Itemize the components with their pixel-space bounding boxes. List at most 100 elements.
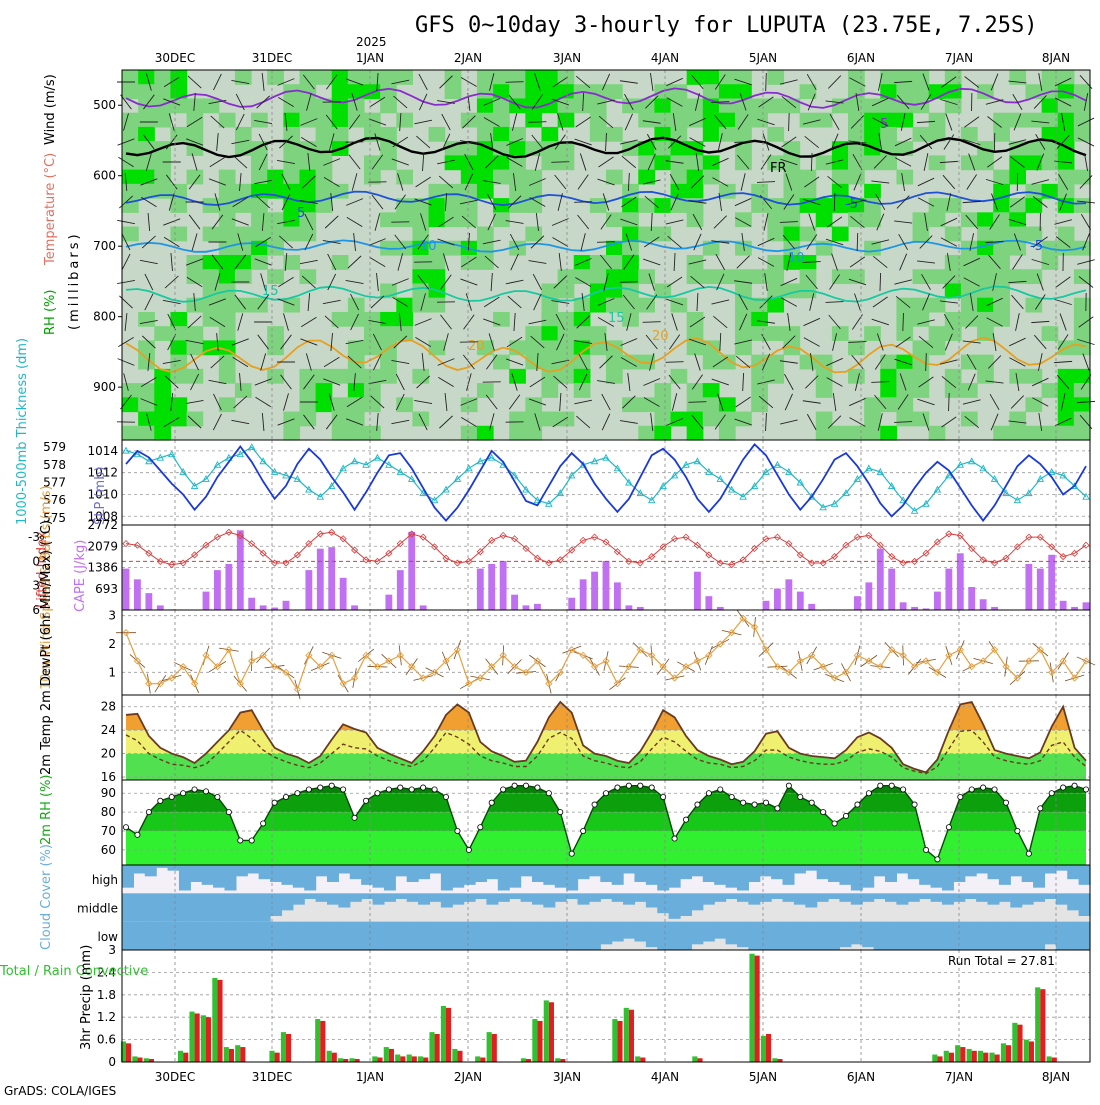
cloud-cell-middle	[578, 893, 590, 904]
precip-tick-0: 0	[108, 1055, 116, 1069]
cloud-cell-high	[657, 865, 669, 891]
cloud-cell-low	[224, 922, 236, 950]
cloud-cell-low	[680, 922, 692, 950]
rh-cell	[154, 326, 171, 341]
cloud-cell-middle	[988, 893, 1000, 904]
rh-cell	[880, 355, 897, 370]
rh-cell	[719, 98, 736, 113]
rh2m-point	[283, 794, 288, 799]
cape-bar	[397, 570, 404, 610]
rh2m-point	[901, 787, 906, 792]
cloud-cell-low	[304, 922, 316, 950]
cloud-cell-low	[828, 922, 840, 950]
rh-cell	[138, 312, 155, 327]
rh-cell	[138, 113, 155, 128]
cloud-cell-middle	[942, 893, 954, 904]
cloud-cell-high	[566, 865, 578, 891]
rh-cell	[800, 113, 817, 128]
rh-cell	[187, 255, 204, 270]
cloud-cell-low	[988, 922, 1000, 950]
cloud-cell-high	[452, 865, 464, 888]
cloud-cell-middle	[691, 893, 703, 910]
rh-cell	[977, 241, 994, 256]
cloud-cell-middle	[373, 893, 385, 904]
precip-total-bar	[532, 1019, 537, 1062]
cloud-cell-low	[1067, 922, 1079, 950]
rh-cell	[541, 355, 558, 370]
bottom-day-label-9: 8JAN	[1042, 1070, 1070, 1084]
cape-bar	[763, 601, 770, 610]
cloud-cell-middle	[316, 893, 328, 902]
rh-cell	[316, 70, 333, 85]
wind-barb	[551, 162, 569, 163]
rh-cell	[654, 227, 671, 242]
rh-cell	[880, 155, 897, 170]
rh-cell	[606, 127, 623, 142]
rh-cell	[671, 84, 688, 99]
rh2m-point	[958, 794, 963, 799]
cloud-cell-low	[236, 922, 248, 950]
rh-cell	[864, 241, 881, 256]
rh-cell	[767, 255, 784, 270]
bottom-day-label-2: 1JAN	[356, 1070, 384, 1084]
thickness-tick-4: 579	[43, 440, 66, 454]
rh2m-point	[569, 851, 574, 856]
rh-cell	[864, 127, 881, 142]
cloud-cell-middle	[919, 893, 931, 899]
rh-cell	[848, 426, 865, 441]
rh-cell	[316, 170, 333, 185]
cloud-cell-high	[634, 865, 646, 882]
rh-cell	[800, 184, 817, 199]
cloud-cell-high	[384, 865, 396, 891]
rh-cell	[445, 155, 462, 170]
rh-cell	[703, 383, 720, 398]
rh-cell	[525, 98, 542, 113]
rh-cell	[558, 155, 575, 170]
rh-cell	[703, 70, 720, 85]
rh-cell	[638, 227, 655, 242]
rh2m-point	[946, 825, 951, 830]
rh-cell	[525, 113, 542, 128]
cape-bar	[237, 530, 244, 610]
rh-cell	[122, 113, 139, 128]
rh-cell	[203, 98, 220, 113]
wind10m-tick-2: 3	[108, 609, 116, 623]
precip-total-bar	[144, 1058, 149, 1062]
precip-conv-bar	[286, 1034, 291, 1062]
rh-cell	[267, 326, 284, 341]
rh2m-point	[786, 783, 791, 788]
rh-cell	[509, 184, 526, 199]
cloud-cell-middle	[224, 893, 236, 921]
cloud-cell-middle	[760, 893, 772, 902]
rh-cell	[316, 184, 333, 199]
rh-cell	[203, 255, 220, 270]
cloud-cell-high	[783, 865, 795, 885]
cape-bar	[1048, 555, 1055, 610]
rh-cell	[574, 369, 591, 384]
rh-cell	[671, 170, 688, 185]
precip-total-bar	[281, 1032, 286, 1062]
rh2m-point	[775, 806, 780, 811]
rh-cell	[170, 227, 187, 242]
cape-bar	[534, 604, 541, 610]
rh2m-point	[123, 825, 128, 830]
rh2m-point	[718, 787, 723, 792]
cloud-cell-high	[612, 865, 624, 885]
rh2m-point	[489, 800, 494, 805]
slp-tick-3: 1014	[87, 444, 118, 458]
precip-total-bar	[418, 1056, 423, 1062]
rh-cell	[461, 113, 478, 128]
cloud-cell-low	[896, 922, 908, 950]
cloud-cell-middle	[1033, 893, 1045, 902]
rh-cell	[1058, 113, 1075, 128]
cape-bar	[500, 561, 507, 610]
rh-cell	[493, 113, 510, 128]
cape-bar	[854, 596, 861, 610]
rh-cell	[606, 369, 623, 384]
cloud-cell-high	[441, 865, 453, 891]
precip-total-bar	[407, 1055, 412, 1062]
rh-cell	[848, 113, 865, 128]
rh-cell	[541, 127, 558, 142]
cloud-cell-middle	[429, 893, 441, 902]
